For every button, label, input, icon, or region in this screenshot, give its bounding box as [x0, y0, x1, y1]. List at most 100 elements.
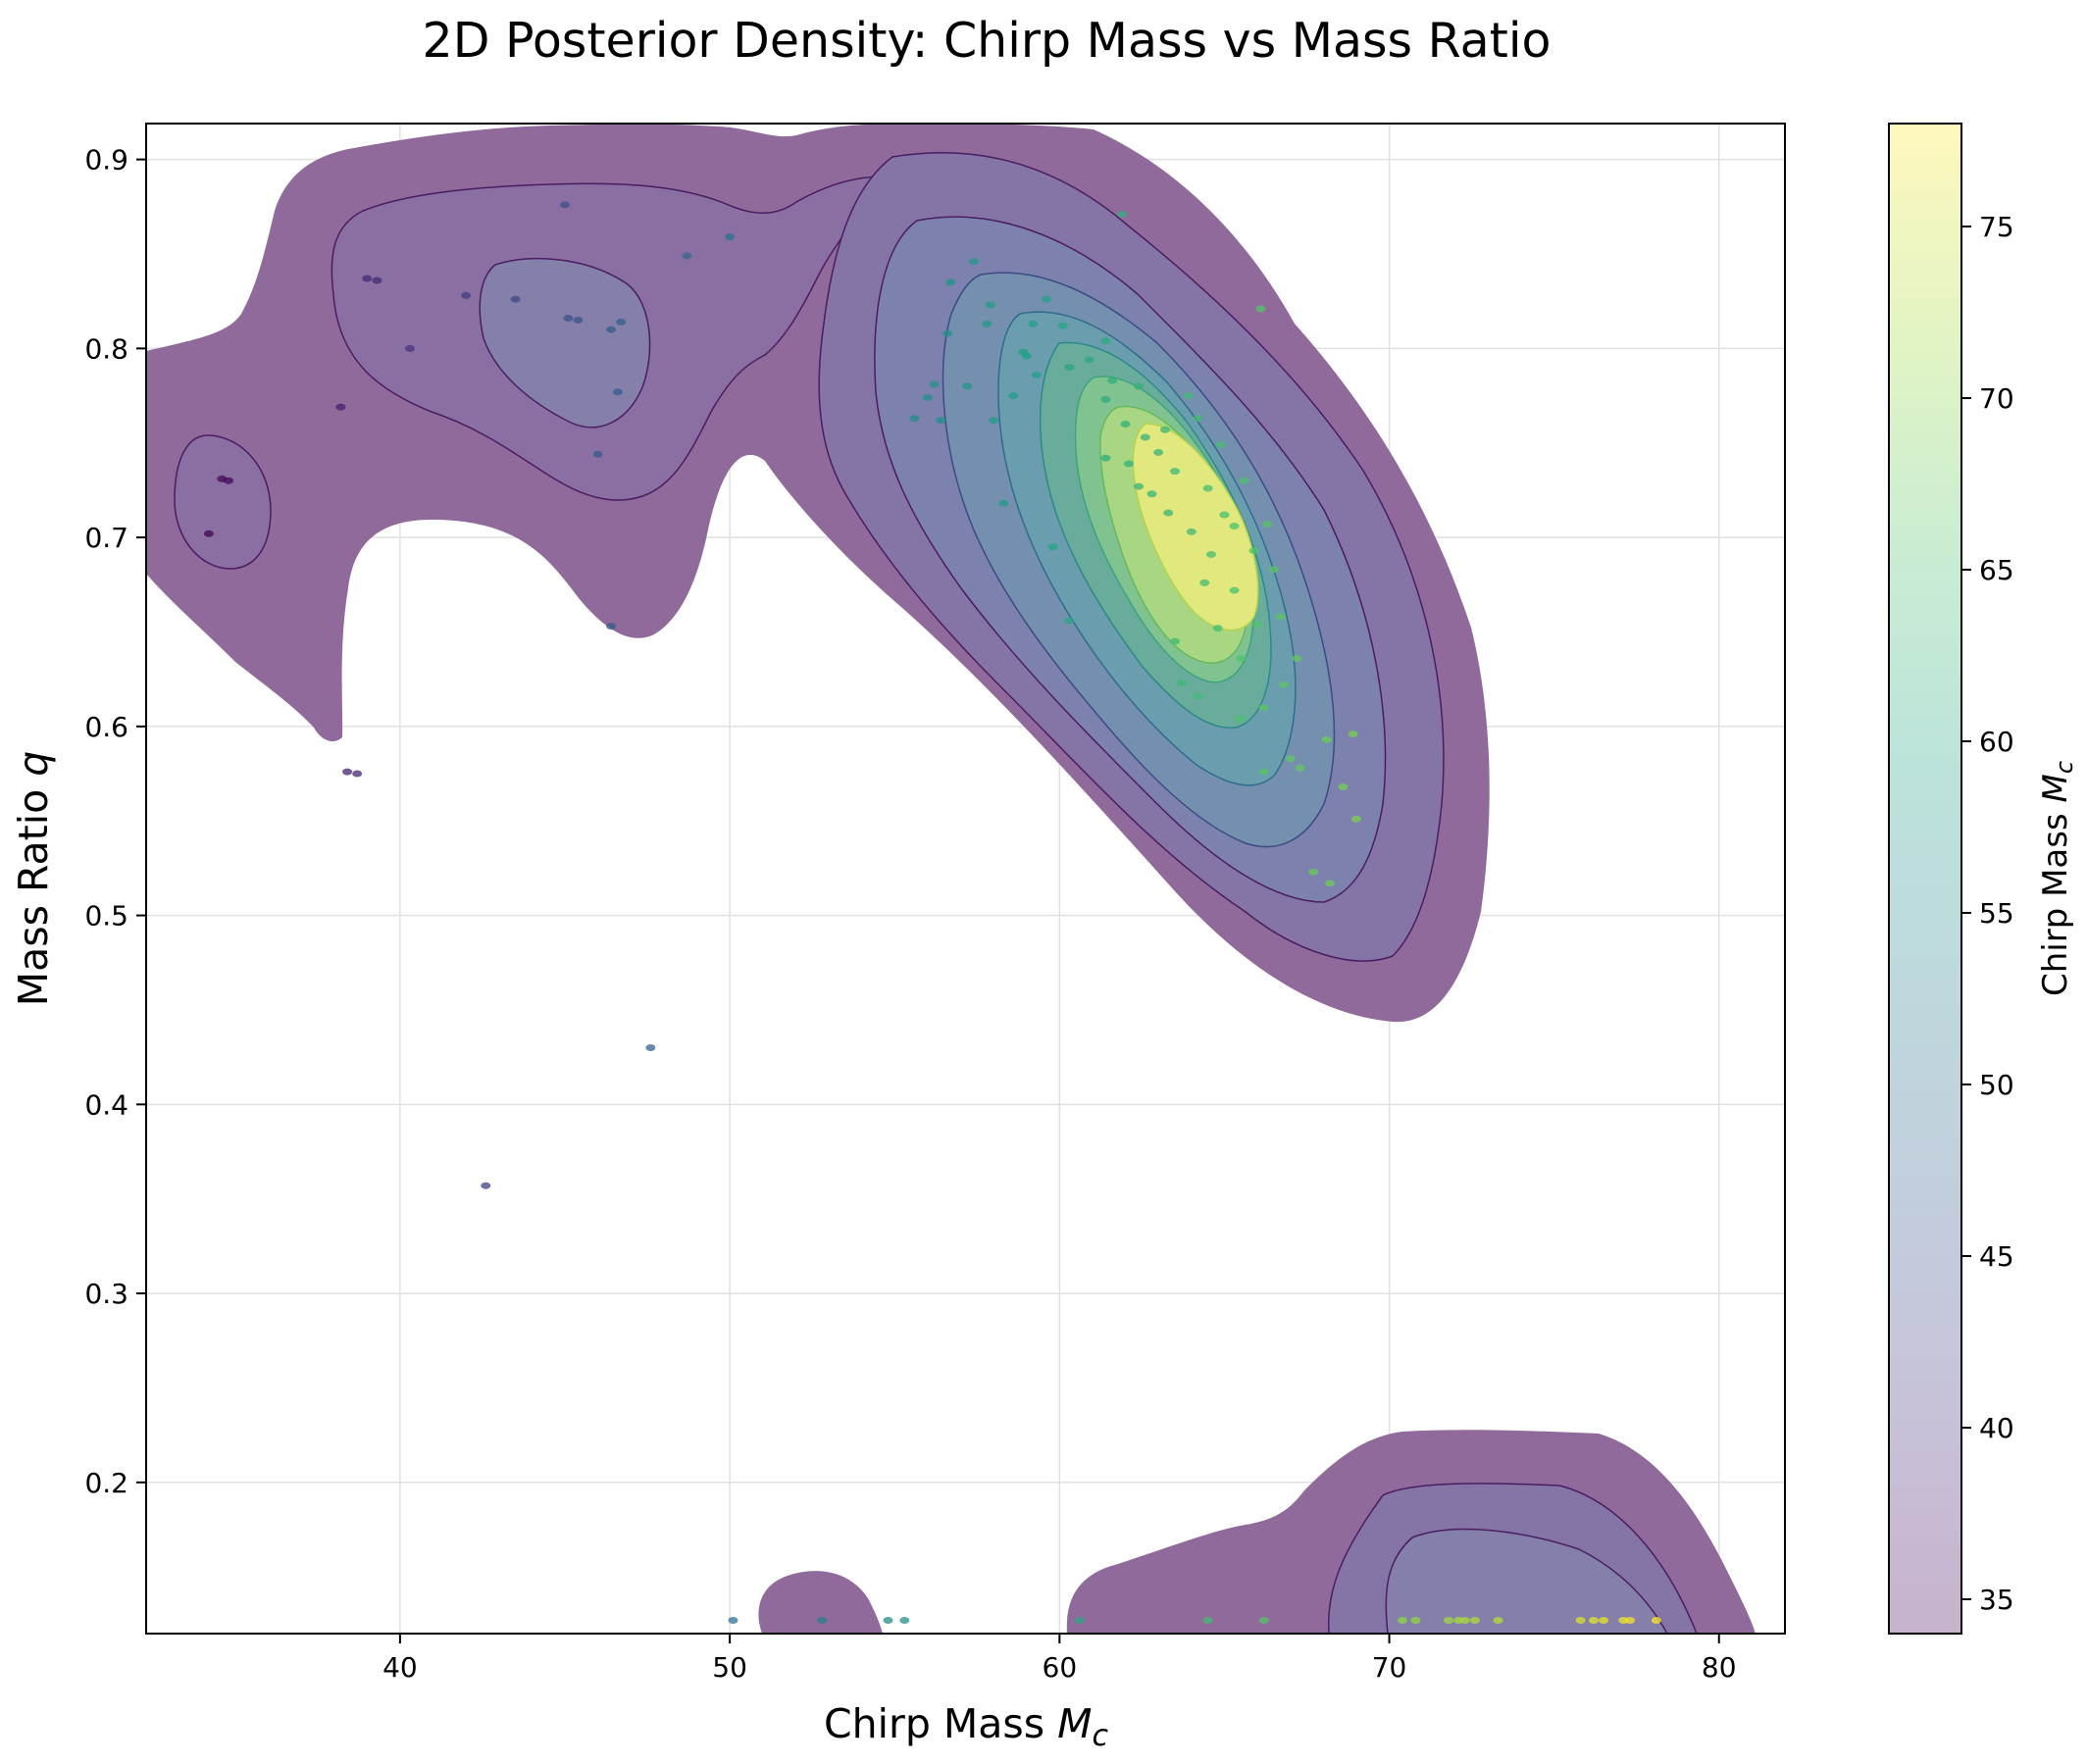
scatter-point-54 [1120, 420, 1131, 428]
scatter-point-16 [606, 326, 617, 333]
scatter-point-73 [1239, 477, 1249, 484]
x-tick-label-0: 40 [382, 1651, 418, 1684]
scatter-point-60 [1159, 426, 1170, 433]
scatter-point-9 [461, 291, 472, 299]
scatter-point-56 [1140, 433, 1150, 441]
scatter-point-1 [224, 477, 234, 484]
scatter-point-66 [1202, 484, 1213, 492]
colorbar-tick-label-2: 45 [1979, 1240, 2014, 1273]
scatter-point-5 [352, 770, 363, 778]
colorbar-tick-label-3: 50 [1979, 1069, 2014, 1101]
scatter-point-65 [1193, 415, 1203, 423]
scatter-point-13 [563, 315, 574, 323]
scatter-point-24 [817, 1617, 828, 1625]
scatter-point-15 [592, 450, 603, 458]
scatter-point-109 [1588, 1617, 1599, 1625]
scatter-point-57 [1123, 460, 1134, 468]
scatter-point-74 [1248, 547, 1259, 555]
scatter-point-47 [1084, 356, 1094, 364]
scatter-point-113 [1651, 1617, 1661, 1625]
scatter-point-112 [1624, 1617, 1635, 1625]
scatter-point-64 [1183, 392, 1194, 400]
scatter-point-86 [1258, 704, 1269, 712]
scatter-point-95 [1350, 815, 1361, 823]
colorbar-label: Chirp Mass Mc [2036, 761, 2078, 996]
scatter-point-35 [962, 382, 973, 390]
density-level-1-bottom-small [758, 1571, 883, 1634]
scatter-point-114 [1117, 211, 1128, 219]
scatter-point-23 [728, 1617, 738, 1625]
y-tick-label-1: 0.3 [84, 1278, 128, 1310]
colorbar: 35 40 45 50 55 60 65 70 75 Chirp Mass Mc [1888, 123, 2078, 1635]
x-axis-label: Chirp Mass Mc [824, 1700, 1109, 1753]
scatter-point-62 [1169, 468, 1180, 476]
scatter-point-10 [481, 1182, 491, 1189]
chart-title: 2D Posterior Density: Chirp Mass vs Mass… [423, 13, 1552, 69]
density-level-3-upper-left [479, 257, 651, 428]
scatter-point-67 [1216, 441, 1227, 449]
scatter-point-100 [1258, 1617, 1269, 1625]
scatter-point-11 [510, 295, 521, 303]
colorbar-gradient [1889, 124, 1961, 1634]
scatter-point-41 [998, 499, 1009, 507]
colorbar-tick-label-0: 35 [1979, 1584, 2014, 1616]
x-tick-label-3: 70 [1372, 1651, 1407, 1684]
scatter-point-14 [573, 316, 584, 324]
scatter-point-71 [1219, 511, 1230, 519]
y-tick-label-0: 0.2 [84, 1467, 128, 1499]
scatter-point-55 [1134, 382, 1145, 390]
scatter-point-79 [1176, 680, 1187, 687]
scatter-point-108 [1575, 1617, 1586, 1625]
colorbar-tick-label-8: 75 [1979, 211, 2014, 243]
scatter-point-18 [612, 388, 623, 396]
scatter-point-31 [945, 278, 956, 286]
scatter-point-52 [1107, 377, 1118, 384]
scatter-point-51 [1100, 395, 1111, 403]
colorbar-tick-label-7: 70 [1979, 382, 2014, 415]
scatter-points [203, 201, 1661, 1625]
y-tick-label-5: 0.7 [84, 522, 128, 554]
scatter-point-12 [559, 201, 570, 209]
scatter-point-115 [1255, 305, 1266, 313]
scatter-point-42 [1021, 352, 1032, 360]
scatter-point-20 [645, 1044, 656, 1052]
scatter-point-82 [1252, 621, 1263, 629]
scatter-point-77 [1212, 625, 1223, 632]
scatter-point-69 [1205, 550, 1216, 558]
density-level-9-main [1132, 423, 1259, 631]
scatter-point-102 [1410, 1617, 1421, 1625]
scatter-point-92 [1321, 735, 1332, 743]
scatter-point-68 [1186, 528, 1196, 535]
scatter-point-84 [1275, 613, 1286, 621]
scatter-point-110 [1599, 1617, 1609, 1625]
scatter-point-97 [1325, 880, 1336, 887]
scatter-point-44 [1031, 371, 1042, 378]
colorbar-ticks: 35 40 45 50 55 60 65 70 75 [1961, 211, 2014, 1616]
scatter-point-7 [372, 277, 382, 284]
scatter-point-8 [404, 344, 415, 352]
scatter-point-87 [1278, 680, 1289, 688]
density-level-2-far-left [174, 434, 272, 570]
y-axis-label: Mass Ratio q [10, 751, 57, 1007]
scatter-point-61 [1146, 490, 1157, 498]
y-tick-label-7: 0.9 [84, 144, 128, 176]
x-tick-label-2: 60 [1043, 1651, 1078, 1684]
scatter-point-105 [1459, 1617, 1470, 1625]
scatter-point-106 [1469, 1617, 1480, 1625]
scatter-point-85 [1236, 715, 1247, 723]
colorbar-tick-label-6: 65 [1979, 554, 2014, 586]
scatter-point-34 [985, 301, 995, 309]
scatter-point-39 [1028, 320, 1039, 328]
scatter-point-103 [1444, 1617, 1454, 1625]
x-axis-ticks: 40 50 60 70 80 [382, 1634, 1737, 1684]
density-level-3-bottom-right [1385, 1528, 1668, 1634]
scatter-point-28 [922, 393, 933, 401]
colorbar-tick-label-5: 60 [1979, 726, 2014, 758]
colorbar-tick-label-4: 55 [1979, 897, 2014, 930]
scatter-point-32 [968, 258, 979, 266]
scatter-point-91 [1295, 764, 1305, 772]
scatter-point-50 [1100, 337, 1111, 345]
scatter-point-36 [982, 320, 993, 328]
plot-frame [145, 123, 1786, 1635]
